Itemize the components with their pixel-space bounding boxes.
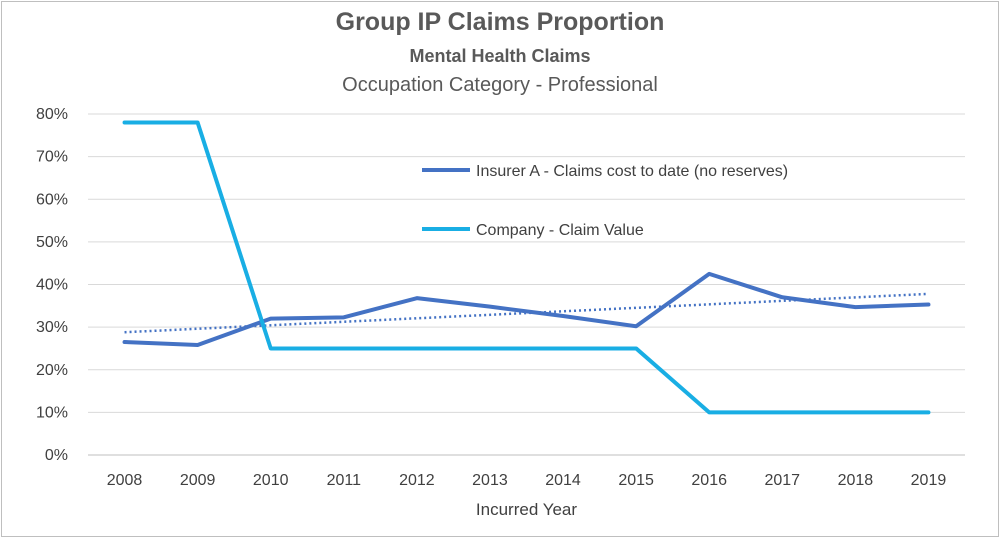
data-point — [853, 410, 857, 414]
data-point — [561, 314, 565, 318]
chart-title: Group IP Claims Proportion — [335, 8, 665, 36]
y-tick-label: 50% — [36, 234, 68, 251]
y-tick-label: 80% — [36, 106, 68, 123]
data-point — [415, 346, 419, 350]
x-tick-label: 2010 — [253, 472, 289, 489]
x-tick-label: 2008 — [107, 472, 143, 489]
y-tick-label: 70% — [36, 149, 68, 166]
data-point — [196, 343, 200, 347]
y-tick-label: 30% — [36, 319, 68, 336]
x-tick-label: 2014 — [545, 472, 581, 489]
x-tick-label: 2018 — [838, 472, 874, 489]
data-point — [561, 346, 565, 350]
series-line-0 — [122, 271, 931, 348]
data-point — [196, 121, 200, 125]
data-point — [342, 346, 346, 350]
legend-label: Insurer A - Claims cost to date (no rese… — [476, 163, 788, 180]
data-point — [707, 272, 711, 276]
x-tick-label: 2011 — [327, 472, 362, 489]
trendline — [124, 292, 929, 334]
data-point — [707, 410, 711, 414]
chart-subtitle-2: Occupation Category - Professional — [342, 74, 658, 96]
y-tick-label: 60% — [36, 191, 68, 208]
x-axis-title: Incurred Year — [476, 500, 577, 519]
legend-label: Company - Claim Value — [476, 222, 644, 239]
x-tick-label: 2016 — [691, 472, 727, 489]
data-point — [926, 410, 930, 414]
data-point — [926, 303, 930, 307]
series-line-1 — [122, 120, 931, 415]
data-point — [634, 346, 638, 350]
x-tick-label: 2012 — [399, 472, 435, 489]
x-tick-label: 2017 — [764, 472, 800, 489]
x-tick-label: 2019 — [911, 472, 947, 489]
data-point — [780, 410, 784, 414]
data-point — [780, 295, 784, 299]
x-tick-label: 2015 — [618, 472, 654, 489]
data-point — [269, 317, 273, 321]
data-point — [853, 305, 857, 309]
data-point — [488, 346, 492, 350]
y-tick-label: 40% — [36, 277, 68, 294]
chart-subtitle: Mental Health Claims — [409, 46, 591, 66]
data-point — [269, 346, 273, 350]
x-tick-label: 2013 — [472, 472, 508, 489]
data-point — [342, 315, 346, 319]
data-point — [634, 324, 638, 328]
y-tick-label: 0% — [45, 447, 68, 464]
data-point — [123, 340, 127, 344]
data-point — [488, 305, 492, 309]
y-tick-label: 20% — [36, 362, 68, 379]
data-point — [123, 121, 127, 125]
data-point — [415, 296, 419, 300]
x-tick-label: 2009 — [180, 472, 216, 489]
y-tick-label: 10% — [36, 404, 68, 421]
